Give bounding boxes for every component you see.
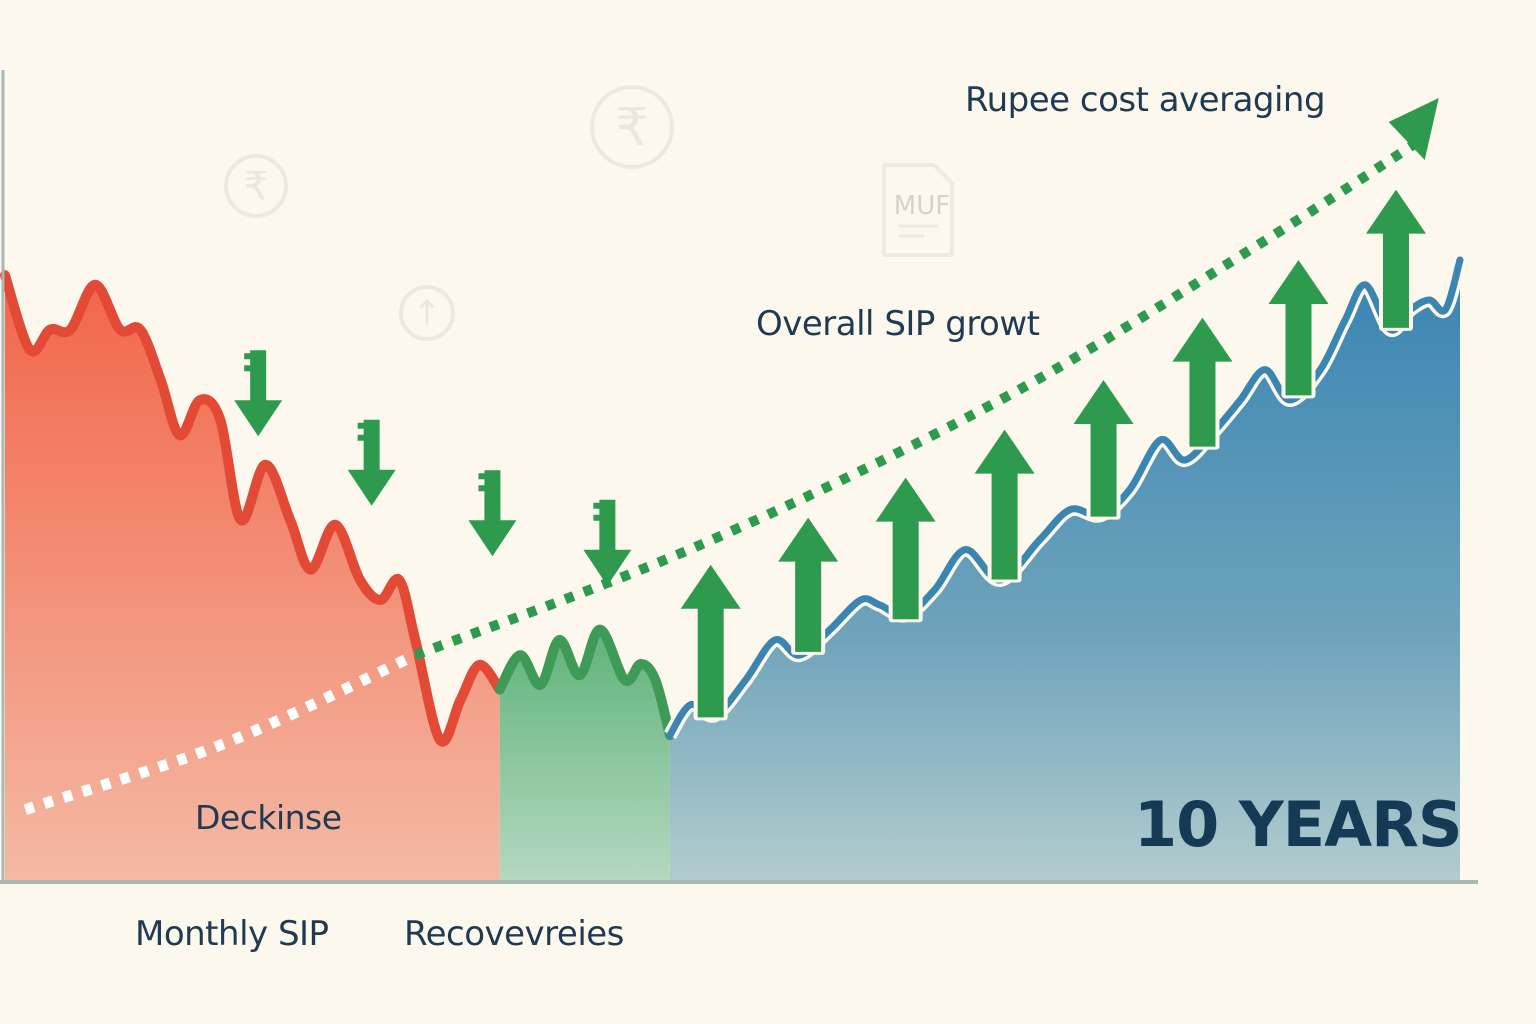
mf-document-text: MUF [894, 191, 950, 221]
area-segment [669, 260, 1460, 880]
label-duration: 10 YEARS [1134, 788, 1462, 861]
arrow-shape [347, 419, 396, 506]
series-line [0, 270, 505, 747]
area-segment [5, 275, 500, 880]
document-lines [898, 224, 938, 238]
arrow-shape [778, 517, 839, 652]
arrow-shape [234, 350, 283, 437]
rupee-arrow-down-icon [468, 470, 517, 557]
growth-arrow-up-icon [969, 426, 1040, 583]
arrow-shape [1073, 380, 1134, 517]
label-monthly-sip: Monthly SIP [135, 914, 329, 954]
upload-circle-icon: ↑ [399, 285, 455, 341]
arrow-shape [1172, 317, 1233, 447]
arrow-shape [468, 470, 517, 557]
arrow-shape [974, 429, 1035, 580]
arrow-shape [875, 477, 936, 620]
area-segments [5, 260, 1460, 880]
growth-arrow-up-icon [773, 514, 844, 655]
label-decline: Deckinse [195, 798, 342, 837]
trend-line-lower [23, 650, 418, 815]
area-segment [499, 629, 670, 880]
coin-outline [590, 85, 674, 169]
growth-arrow-up-icon [1360, 186, 1431, 331]
document-outline [882, 163, 954, 257]
growth-arrow-up-icon [1263, 257, 1334, 399]
rupee-coin-icon: ₹ [590, 85, 674, 169]
rupee-arrow-down-icon [347, 419, 396, 506]
growth-arrow-up-icon [675, 561, 746, 721]
coin-glyph: ₹ [244, 165, 269, 210]
coin-outline [399, 285, 455, 341]
growth-arrow-up-icon [1167, 314, 1238, 450]
rupee-coin-icon: ₹ [224, 154, 288, 218]
growth-arrow-up-icon [870, 474, 941, 623]
label-rupee-cost-averaging: Rupee cost averaging [965, 80, 1326, 120]
label-overall-growth: Overall SIP growt [756, 304, 1040, 344]
growth-arrow-up-icon [1068, 377, 1139, 520]
rupee-arrow-down-icon [234, 350, 283, 437]
trend-arrowhead-icon [1388, 98, 1439, 160]
arrow-shape [680, 564, 741, 718]
series-line [494, 624, 675, 741]
arrow-shape [1365, 189, 1426, 328]
trend-line-upper [413, 135, 1424, 660]
label-recoveries: Recovevreies [404, 914, 624, 954]
coin-glyph: ₹ [615, 98, 648, 158]
sip-arrows [234, 186, 1431, 721]
trend-line [23, 98, 1439, 815]
coin-outline [224, 154, 288, 218]
rupee-arrow-down-icon [583, 499, 632, 586]
arrow-shape [583, 499, 632, 586]
coin-glyph: ↑ [413, 294, 441, 333]
mutual-fund-document-icon: MUF [882, 163, 954, 257]
arrow-shape [1268, 260, 1329, 396]
